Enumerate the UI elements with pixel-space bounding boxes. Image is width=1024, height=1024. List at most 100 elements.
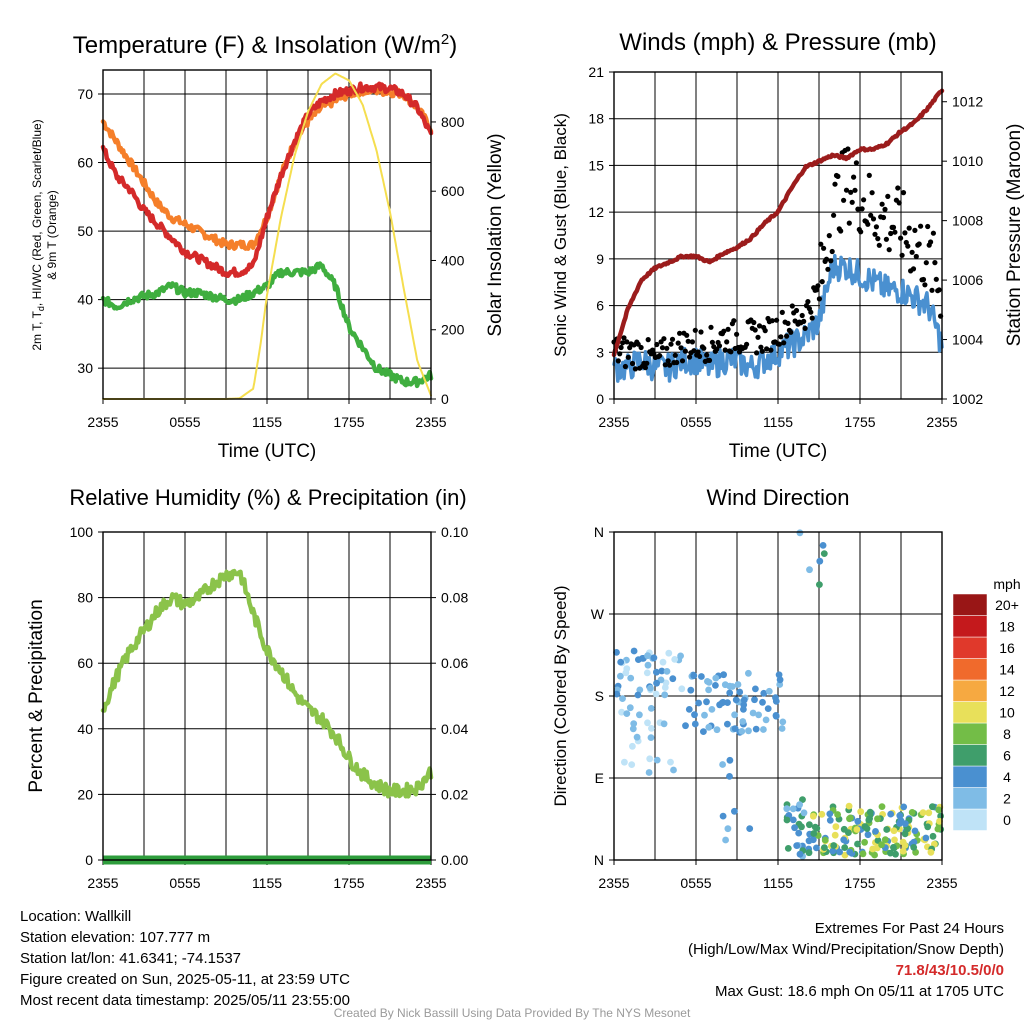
colorbar-swatch [952, 787, 988, 810]
direction-point [659, 658, 667, 666]
direction-point [703, 698, 710, 706]
winds-gust-point [845, 146, 851, 152]
direction-point [634, 691, 642, 699]
colorbar-label: 0 [1003, 812, 1011, 828]
humidity-ytick-label: 60 [77, 655, 93, 671]
colorbar-swatch [952, 636, 988, 659]
winds-xtick-label: 2355 [598, 414, 629, 430]
winds-gust-point [933, 276, 939, 282]
colorbar-swatch [952, 808, 988, 831]
winds-gust-point [801, 318, 807, 324]
winds-ylabel: Sonic Wind & Gust (Blue, Black) [551, 113, 570, 357]
winds-gust-point [622, 363, 629, 370]
station-latlon: Station lat/lon: 41.6341; -74.1537 [20, 950, 242, 967]
winds-gust-point [886, 247, 892, 253]
winds-gust-point [706, 357, 713, 363]
humidity-ytick-label: 80 [77, 590, 93, 606]
temperature-xtick-label: 0555 [169, 414, 200, 430]
winds-y2label: Station Pressure (Maroon) [1004, 124, 1024, 347]
temperature-frame [102, 69, 432, 400]
winds-gust-point [789, 303, 795, 309]
humidity-ytick-label: 20 [77, 786, 93, 802]
temperature-ytick-label: 60 [77, 155, 93, 171]
direction-point [613, 649, 620, 656]
temperature-ylabel-rest: , HI/WC (Red, Green, Scarlet/Blue) [30, 119, 44, 306]
direction-point [821, 836, 829, 844]
temperature-y2label: Solar Insolation (Yellow) [485, 133, 506, 336]
direction-point [800, 809, 808, 817]
winds-gust-point [788, 329, 794, 335]
direction-point [617, 658, 625, 666]
direction-point [816, 581, 823, 588]
direction-point [764, 705, 772, 712]
direction-point [738, 728, 746, 735]
direction-point [910, 844, 918, 851]
humidity-title: Relative Humidity (%) & Precipitation (i… [69, 485, 466, 510]
direction-point [772, 694, 779, 702]
temperature-xtick-label: 1755 [333, 414, 364, 430]
winds-ytick-label: 6 [596, 298, 604, 314]
winds-gust-point [689, 339, 696, 345]
winds-gust-point [826, 233, 832, 239]
winds-y2tick-label: 1010 [952, 153, 983, 169]
winds-gust-point [642, 365, 649, 371]
direction-point [667, 758, 674, 766]
direction-point [732, 696, 740, 704]
direction-point [834, 811, 841, 818]
winds-gust-point [638, 344, 644, 351]
direction-point [847, 814, 854, 822]
direction-point [623, 710, 631, 717]
winds-gust-point [728, 349, 734, 355]
direction-point [678, 685, 686, 693]
direction-point [628, 761, 636, 768]
winds-gust-point [774, 317, 780, 323]
direction-xtick-label: 1755 [844, 875, 875, 891]
direction-point [793, 842, 801, 849]
winds-gust-point [875, 236, 881, 242]
winds-gust-point [615, 358, 621, 364]
direction-point [809, 812, 817, 820]
colorbar: mph 0 2 4 6 8 10 12 14 16 18 20+ [952, 576, 1021, 831]
direction-point [857, 808, 865, 816]
winds-gust-point [813, 287, 820, 293]
winds-gust-point [692, 327, 698, 333]
winds-gust-point [821, 245, 827, 251]
direction-point [805, 849, 813, 857]
direction-point [622, 669, 630, 677]
winds-gust-point [784, 333, 790, 339]
winds-gust-point [805, 299, 811, 305]
direction-point [929, 803, 936, 811]
direction-point [726, 689, 734, 697]
direction-point [617, 672, 624, 680]
direction-scatter [613, 529, 945, 860]
station-info: Location: Wallkill Station elevation: 10… [20, 906, 350, 1011]
direction-ytick-label: E [595, 770, 604, 786]
temperature-series-2m-t [100, 81, 434, 279]
temperature-ylabel: 2m T, Td, HI/WC (Red, Green, Scarlet/Blu… [30, 119, 46, 350]
direction-point [783, 816, 791, 824]
extremes-values: 71.8/43/10.5/0/0 [895, 962, 1004, 979]
winds-gust-point [669, 336, 676, 342]
direction-point [647, 734, 655, 741]
temperature-y2tick-label: 800 [441, 114, 465, 130]
humidity-ytick-label: 0 [85, 852, 93, 868]
direction-point [900, 803, 908, 811]
colorbar-label: 16 [999, 640, 1015, 656]
direction-point [653, 756, 661, 764]
direction-point [779, 718, 787, 726]
temperature-ylabel-subscript: d [36, 306, 46, 311]
direction-point [670, 766, 677, 774]
direction-point [872, 828, 879, 835]
temperature-title-end: ) [449, 32, 457, 59]
direction-point [613, 690, 621, 698]
winds-gust-point [898, 235, 904, 241]
winds-ytick-label: 15 [588, 157, 604, 173]
humidity-ytick-label: 40 [77, 721, 93, 737]
winds-gust-point [682, 348, 688, 354]
direction-point [700, 728, 707, 735]
direction-point [722, 836, 729, 844]
winds-gust-point [776, 341, 783, 347]
temperature-xtick-label: 1155 [252, 414, 282, 430]
winds-ytick-label: 18 [588, 111, 604, 127]
winds-gust-point [685, 338, 691, 344]
